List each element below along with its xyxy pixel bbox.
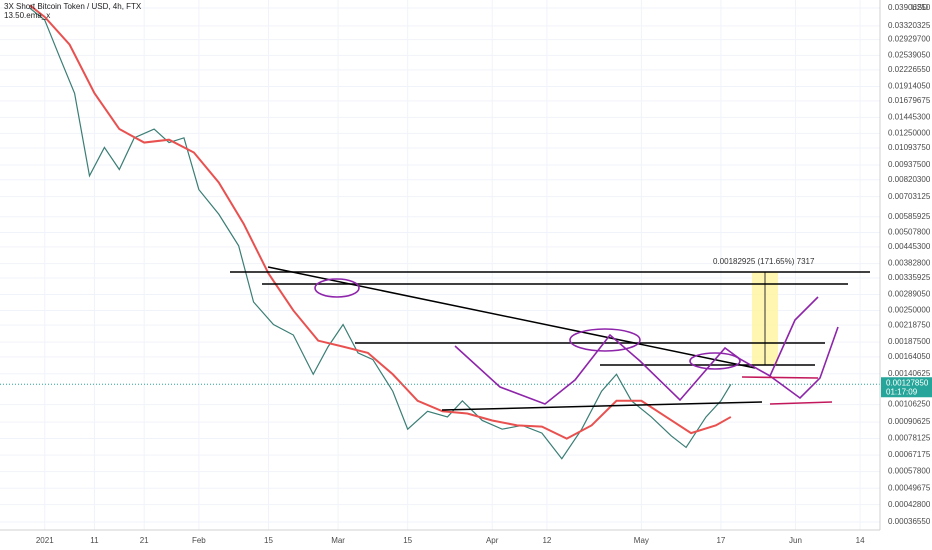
y-tick-label: 0.00937500 bbox=[888, 160, 931, 169]
series-line bbox=[29, 4, 732, 440]
marks bbox=[0, 4, 880, 460]
legend-price: 3X Short Bitcoin Token / USD, 4h, FTX bbox=[4, 2, 142, 11]
y-tick-label: 0.00106250 bbox=[888, 400, 931, 409]
countdown-label: 01:17:09 bbox=[886, 387, 918, 396]
x-tick-label: 17 bbox=[716, 536, 725, 545]
y-tick-label: 0.00049675 bbox=[888, 483, 931, 492]
ellipse bbox=[314, 278, 360, 298]
grid bbox=[0, 0, 880, 530]
y-tick-label: 0.01914050 bbox=[888, 82, 931, 91]
y-tick-label: 0.00507800 bbox=[888, 228, 931, 237]
y-tick-label: 0.01679675 bbox=[888, 96, 931, 105]
ellipse bbox=[569, 328, 641, 352]
y-tick-label: 0.00703125 bbox=[888, 192, 931, 201]
y-tick-label: 0.02539050 bbox=[888, 50, 931, 59]
y-tick-label: 0.03906250 bbox=[888, 3, 931, 12]
ellipse bbox=[689, 352, 741, 370]
y-tick-label: 0.01093750 bbox=[888, 143, 931, 152]
y-tick-label: 0.00067175 bbox=[888, 450, 931, 459]
trend-line bbox=[267, 266, 756, 369]
projection-path bbox=[769, 326, 839, 400]
x-tick-label: 21 bbox=[140, 536, 149, 545]
last-price-box bbox=[881, 377, 932, 398]
x-tick-label: 15 bbox=[264, 536, 273, 545]
x-tick-label: Apr bbox=[486, 536, 499, 545]
target-line bbox=[769, 401, 833, 405]
y-tick-label: 0.00585925 bbox=[888, 212, 931, 221]
series-line bbox=[29, 7, 732, 460]
y-tick-label: 0.00187500 bbox=[888, 337, 931, 346]
x-tick-label: Jun bbox=[789, 536, 802, 545]
x-tick-label: Feb bbox=[192, 536, 206, 545]
x-tick-label: 2021 bbox=[36, 536, 54, 545]
measure-label: 0.00182925 (171.65%) 7317 bbox=[713, 257, 815, 266]
y-tick-label: 0.01445300 bbox=[888, 112, 931, 121]
x-tick-label: 11 bbox=[90, 536, 99, 545]
y-tick-label: 0.00250000 bbox=[888, 306, 931, 315]
y-tick-label: 0.03320325 bbox=[888, 21, 931, 30]
support-line bbox=[441, 401, 763, 411]
currency-label: USD bbox=[911, 3, 928, 12]
x-tick-label: 12 bbox=[542, 536, 551, 545]
y-tick-label: 0.00820300 bbox=[888, 175, 931, 184]
y-tick-label: 0.00335925 bbox=[888, 273, 931, 282]
y-tick-label: 0.02226550 bbox=[888, 65, 931, 74]
y-tick-label: 0.00445300 bbox=[888, 242, 931, 251]
last-price-label: 0.00127850 bbox=[886, 378, 929, 387]
y-tick-label: 0.00090625 bbox=[888, 417, 931, 426]
y-tick-label: 0.00078125 bbox=[888, 434, 931, 443]
target-line bbox=[741, 376, 819, 379]
y-tick-label: 0.00057800 bbox=[888, 467, 931, 476]
y-tick-label: 0.00218750 bbox=[888, 320, 931, 329]
legend-ema: 13.50.ema_x bbox=[4, 11, 50, 20]
y-tick-label: 0.00289050 bbox=[888, 290, 931, 299]
y-tick-label: 0.00042800 bbox=[888, 500, 931, 509]
drawings: 0.00182925 (171.65%) 7317 bbox=[230, 257, 870, 411]
x-tick-label: Mar bbox=[331, 536, 345, 545]
x-tick-label: 15 bbox=[403, 536, 412, 545]
y-tick-label: 0.00140625 bbox=[888, 369, 931, 378]
y-tick-label: 0.02929700 bbox=[888, 35, 931, 44]
x-tick-label: 14 bbox=[856, 536, 865, 545]
y-tick-label: 0.00382800 bbox=[888, 259, 931, 268]
y-tick-label: 0.00036550 bbox=[888, 517, 931, 526]
y-tick-label: 0.01250000 bbox=[888, 128, 931, 137]
x-tick-label: May bbox=[634, 536, 649, 545]
y-tick-label: 0.00164050 bbox=[888, 352, 931, 361]
projection-path bbox=[454, 296, 819, 405]
